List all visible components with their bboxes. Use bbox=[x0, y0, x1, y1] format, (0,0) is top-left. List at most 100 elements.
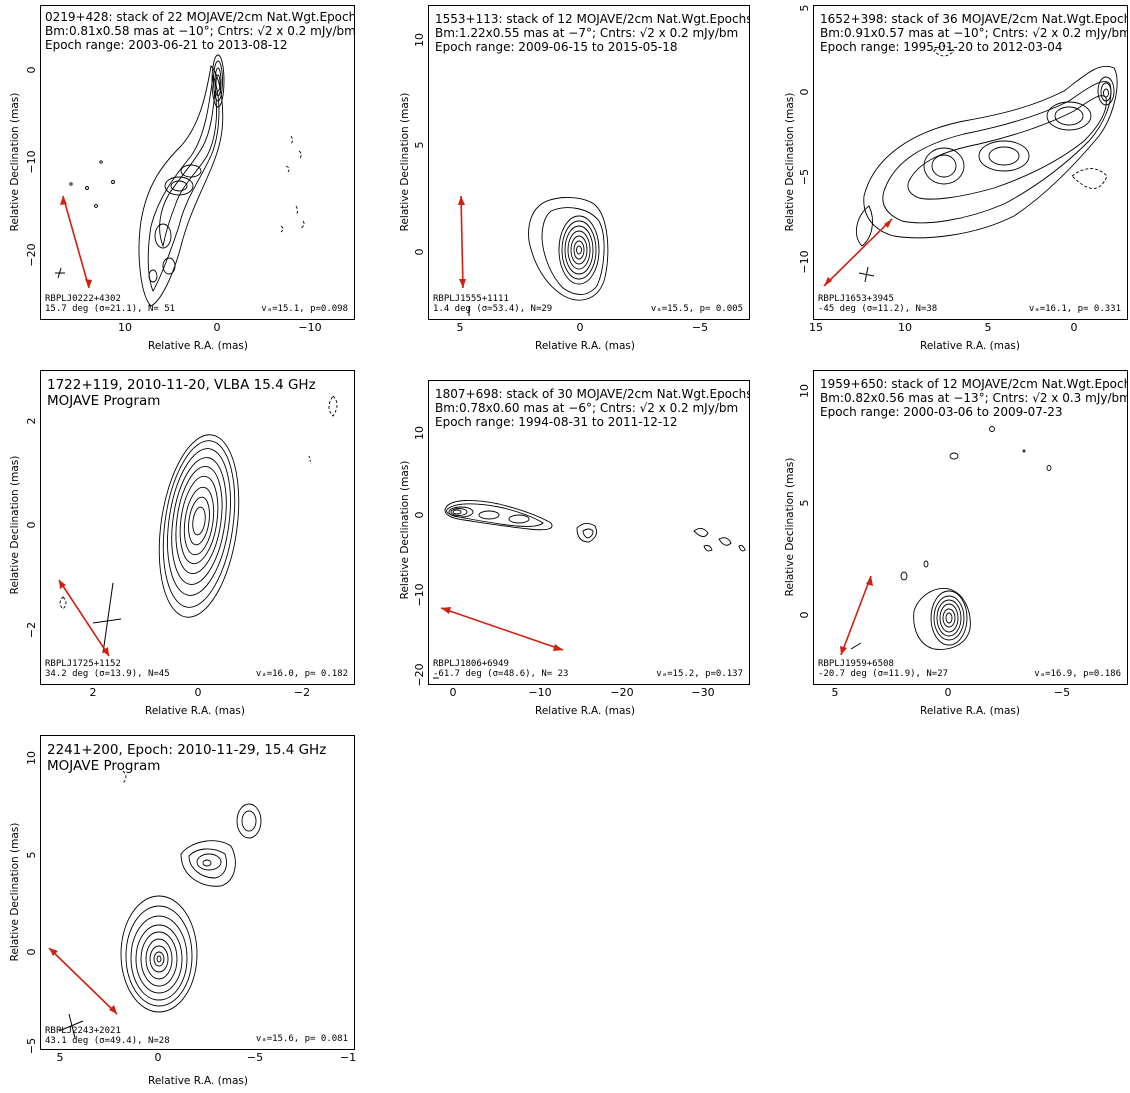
x-tick: 10 bbox=[898, 321, 912, 334]
y-tick: −2 bbox=[25, 621, 38, 639]
panel-0219-428: 0219+428: stack of 22 MOJAVE/2cm Nat.Wgt… bbox=[0, 0, 360, 355]
y-tick: 0 bbox=[798, 611, 811, 619]
source-info: RBPLJ0222+4302 15.7 deg (σ=21.1), N= 51 bbox=[45, 294, 176, 314]
y-axis-label: Relative Declination (mas) bbox=[399, 460, 411, 600]
x-tick: 5 bbox=[984, 321, 992, 334]
panel-1722-119: 1722+119, 2010-11-20, VLBA 15.4 GHz MOJAV… bbox=[0, 365, 360, 720]
stats-text: vₐ=16.9, p=0.186 bbox=[1034, 669, 1121, 679]
x-tick: −10 bbox=[528, 686, 552, 699]
y-tick: 0 bbox=[25, 66, 38, 74]
y-tick: 2 bbox=[25, 417, 38, 425]
x-axis-label: Relative R.A. (mas) bbox=[535, 705, 635, 717]
x-tick: 10 bbox=[118, 321, 132, 334]
x-tick: −10 bbox=[298, 321, 322, 334]
panel-1652-398: 1652+398: stack of 36 MOJAVE/2cm Nat.Wgt… bbox=[780, 0, 1130, 355]
y-axis-label: Relative Declination (mas) bbox=[9, 92, 21, 232]
y-tick: −20 bbox=[413, 663, 426, 687]
x-tick: −2 bbox=[293, 686, 311, 699]
panel-title: 0219+428: stack of 22 MOJAVE/2cm Nat.Wgt… bbox=[45, 10, 355, 52]
y-axis-label: Relative Declination (mas) bbox=[784, 457, 796, 597]
y-tick: 0 bbox=[413, 511, 426, 519]
x-tick: 5 bbox=[456, 321, 464, 334]
y-axis-label: Relative Declination (mas) bbox=[784, 92, 796, 232]
stats-text: vₐ=15.1, p=0.098 bbox=[261, 304, 348, 314]
source-info: RBPLJ1725+1152 34.2 deg (σ=13.9), N=45 bbox=[45, 659, 170, 679]
x-tick: −30 bbox=[691, 686, 715, 699]
y-tick: 5 bbox=[25, 851, 38, 859]
x-tick: 5 bbox=[56, 1051, 64, 1064]
y-tick: 10 bbox=[413, 33, 426, 47]
y-tick: 0 bbox=[798, 88, 811, 96]
plot-frame: 2241+200, Epoch: 2010-11-29, 15.4 GHz MOJ… bbox=[40, 735, 355, 1050]
y-tick: 5 bbox=[798, 4, 811, 12]
plot-frame: 1807+698: stack of 30 MOJAVE/2cm Nat.Wgt… bbox=[428, 380, 750, 685]
y-tick: 0 bbox=[413, 248, 426, 256]
plot-frame: 1652+398: stack of 36 MOJAVE/2cm Nat.Wgt… bbox=[813, 5, 1128, 320]
panel-title: 1722+119, 2010-11-20, VLBA 15.4 GHz MOJAV… bbox=[47, 377, 316, 409]
x-tick: 0 bbox=[1070, 321, 1078, 334]
plot-frame: 1722+119, 2010-11-20, VLBA 15.4 GHz MOJAV… bbox=[40, 370, 355, 685]
panel-1553-113: 1553+113: stack of 12 MOJAVE/2cm Nat.Wgt… bbox=[390, 0, 760, 355]
plot-frame: 0219+428: stack of 22 MOJAVE/2cm Nat.Wgt… bbox=[40, 5, 355, 320]
y-tick: −20 bbox=[25, 243, 38, 267]
y-tick: 10 bbox=[798, 384, 811, 398]
source-info: RBPLJ1555+1111 1.4 deg (σ=53.4), N=29 bbox=[433, 294, 553, 314]
y-tick: 5 bbox=[798, 499, 811, 507]
x-tick: −5 bbox=[246, 1051, 264, 1064]
y-axis-label: Relative Declination (mas) bbox=[9, 822, 21, 962]
panel-title: 1553+113: stack of 12 MOJAVE/2cm Nat.Wgt… bbox=[435, 12, 750, 54]
panel-1807-698: 1807+698: stack of 30 MOJAVE/2cm Nat.Wgt… bbox=[390, 365, 760, 720]
contour-map bbox=[433, 500, 746, 679]
y-axis-label: Relative Declination (mas) bbox=[9, 455, 21, 595]
x-tick: 15 bbox=[809, 321, 823, 334]
x-tick: 0 bbox=[449, 686, 457, 699]
source-info: RBPLJ1653+3945 -45 deg (σ=11.2), N=38 bbox=[818, 294, 938, 314]
x-tick: 0 bbox=[154, 1051, 162, 1064]
y-tick: −10 bbox=[798, 250, 811, 274]
contour-map bbox=[59, 395, 338, 654]
x-tick: −20 bbox=[610, 686, 634, 699]
y-tick: −10 bbox=[413, 583, 426, 607]
panel-title: 1959+650: stack of 12 MOJAVE/2cm Nat.Wgt… bbox=[820, 377, 1128, 419]
x-axis-label: Relative R.A. (mas) bbox=[145, 705, 245, 717]
source-info: RBPLJ1806+6949 -61.7 deg (σ=48.6), N= 23 bbox=[433, 659, 569, 679]
y-axis-label: Relative Declination (mas) bbox=[399, 92, 411, 232]
x-tick: −1 bbox=[339, 1051, 357, 1064]
contour-map bbox=[468, 197, 609, 316]
x-axis-label: Relative R.A. (mas) bbox=[535, 340, 635, 352]
x-tick: 0 bbox=[944, 686, 952, 699]
source-info: RBPLJ1959+6508 -20.7 deg (σ=11.9), N=27 bbox=[818, 659, 949, 679]
x-tick: 5 bbox=[831, 686, 839, 699]
x-tick: 0 bbox=[213, 321, 221, 334]
panel-title: 1807+698: stack of 30 MOJAVE/2cm Nat.Wgt… bbox=[435, 387, 750, 429]
y-tick: 5 bbox=[413, 141, 426, 149]
y-tick: 0 bbox=[25, 521, 38, 529]
x-tick: −5 bbox=[1053, 686, 1071, 699]
x-tick: 0 bbox=[194, 686, 202, 699]
stats-text: vₐ=16.0, p= 0.182 bbox=[255, 669, 348, 679]
y-tick: 10 bbox=[413, 426, 426, 440]
y-tick: 10 bbox=[25, 751, 38, 765]
x-tick: −5 bbox=[691, 321, 709, 334]
contour-map bbox=[58, 770, 262, 1039]
panel-title: 2241+200, Epoch: 2010-11-29, 15.4 GHz MOJ… bbox=[47, 742, 327, 774]
y-tick: −10 bbox=[25, 150, 38, 174]
panel-1959-650: 1959+650: stack of 12 MOJAVE/2cm Nat.Wgt… bbox=[780, 365, 1130, 720]
stats-text: vₐ=16.1, p= 0.331 bbox=[1028, 304, 1121, 314]
x-axis-label: Relative R.A. (mas) bbox=[148, 1075, 248, 1087]
panel-title: 1652+398: stack of 36 MOJAVE/2cm Nat.Wgt… bbox=[820, 12, 1128, 54]
y-tick: −5 bbox=[798, 168, 811, 186]
y-tick: 0 bbox=[25, 948, 38, 956]
y-tick: −5 bbox=[25, 1037, 38, 1055]
x-axis-label: Relative R.A. (mas) bbox=[920, 340, 1020, 352]
stats-text: vₐ=15.5, p= 0.005 bbox=[650, 304, 743, 314]
x-axis-label: Relative R.A. (mas) bbox=[148, 340, 248, 352]
contour-map bbox=[850, 426, 1052, 650]
x-tick: 0 bbox=[576, 321, 584, 334]
source-info: RBPLJ2243+2021 43.1 deg (σ=49.4), N=28 bbox=[45, 1026, 170, 1046]
plot-frame: 1959+650: stack of 12 MOJAVE/2cm Nat.Wgt… bbox=[813, 370, 1128, 685]
x-axis-label: Relative R.A. (mas) bbox=[920, 705, 1020, 717]
plot-frame: 1553+113: stack of 12 MOJAVE/2cm Nat.Wgt… bbox=[428, 5, 750, 320]
stats-text: vₐ=15.6, p= 0.081 bbox=[255, 1034, 348, 1044]
stats-text: vₐ=15.2, p=0.137 bbox=[656, 669, 743, 679]
